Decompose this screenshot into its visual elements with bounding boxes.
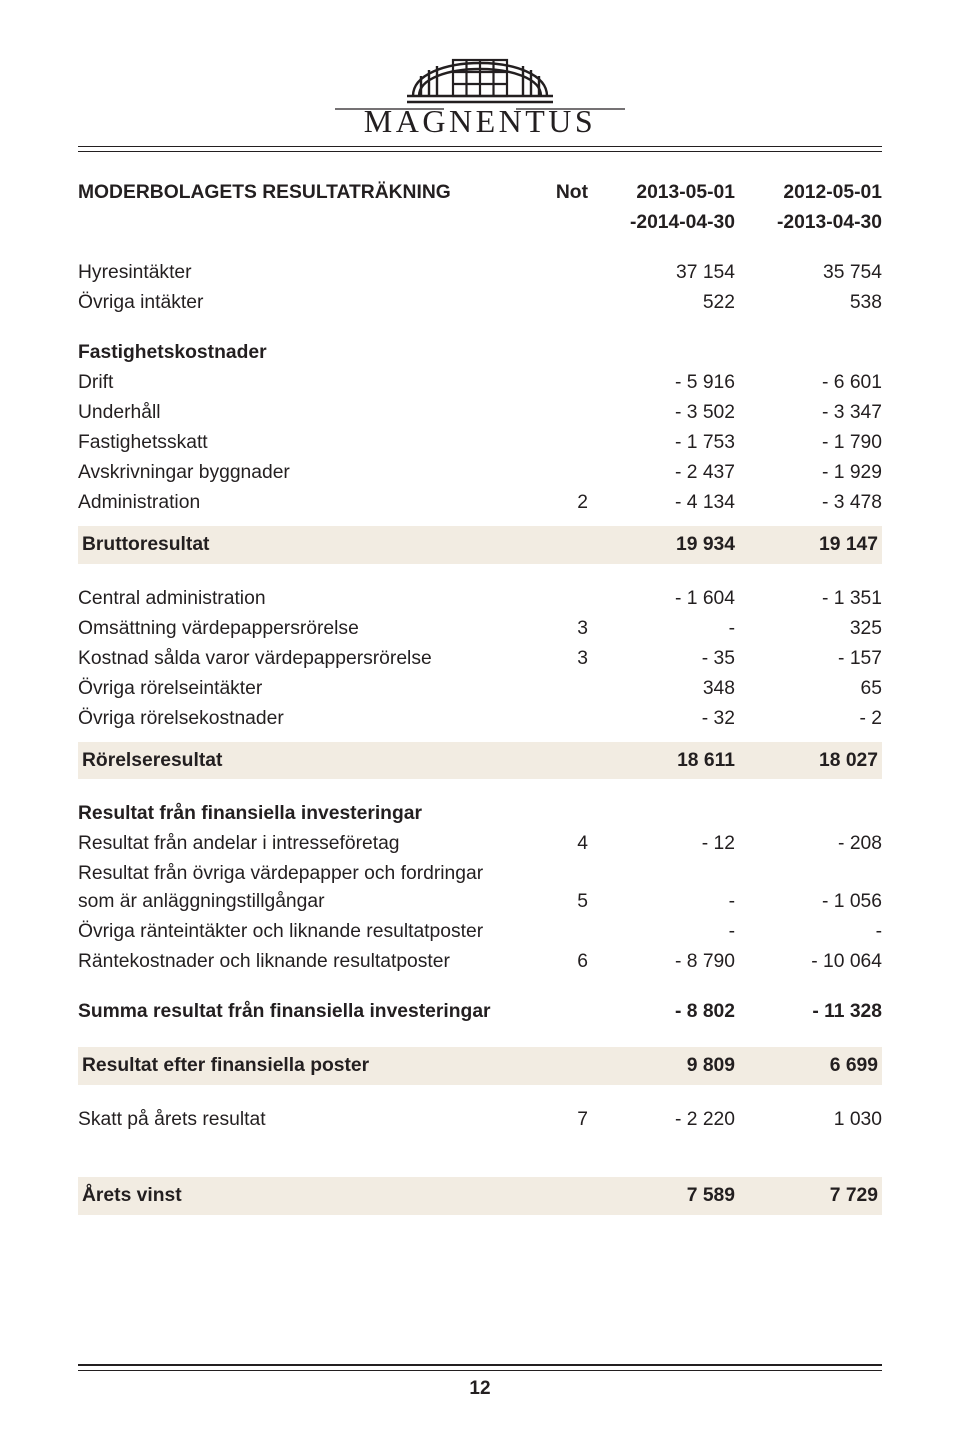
period2-top: 2012-05-01 [735,178,882,208]
total-row: Årets vinst 7 589 7 729 [78,1177,882,1215]
period1-bottom: -2014-04-30 [588,208,735,238]
table-row: Underhåll - 3 502 - 3 347 [78,398,882,428]
table-row: Central administration - 1 604 - 1 351 [78,584,882,614]
subtotal-row: Resultat efter finansiella poster 9 809 … [78,1047,882,1085]
subtotal-row: Summa resultat från finansiella invester… [78,997,882,1027]
period2-bottom: -2013-04-30 [735,208,882,238]
table-row: Avskrivningar byggnader - 2 437 - 1 929 [78,458,882,488]
table-header-row: MODERBOLAGETS RESULTATRÄKNING Not 2013-0… [78,178,882,208]
table-row: Kostnad sålda varor värdepappersrörelse … [78,644,882,674]
subtotal-row: Rörelseresultat 18 611 18 027 [78,742,882,780]
table-row: Övriga rörelseintäkter 348 65 [78,674,882,704]
note-header: Not [518,178,588,208]
table-row: Skatt på årets resultat 7 - 2 220 1 030 [78,1105,882,1135]
table-row: Drift - 5 916 - 6 601 [78,368,882,398]
logo-magnentus: MAGNENTUS [335,30,625,140]
section-header: Resultat från finansiella investeringar [78,799,882,829]
table-row: Resultat från övriga värdepapper och for… [78,859,882,917]
logo-wrap: MAGNENTUS [78,30,882,140]
table-row: Hyresintäkter 37 154 35 754 [78,258,882,288]
income-statement-table: MODERBOLAGETS RESULTATRÄKNING Not 2013-0… [78,178,882,1215]
table-row: Övriga ränteintäkter och liknande result… [78,917,882,947]
header-rule-outer [78,146,882,147]
table-row: Fastighetsskatt - 1 753 - 1 790 [78,428,882,458]
period1-top: 2013-05-01 [588,178,735,208]
table-row: Resultat från andelar i intresseföretag … [78,829,882,859]
statement-title: MODERBOLAGETS RESULTATRÄKNING [78,178,518,208]
footer-rule-outer [78,1364,882,1366]
table-row: Räntekostnader och liknande resultatpost… [78,947,882,977]
section-header: Fastighetskostnader [78,338,882,368]
table-row: Övriga intäkter 522 538 [78,288,882,318]
table-header-row-2: -2014-04-30 -2013-04-30 [78,208,882,238]
subtotal-row: Bruttoresultat 19 934 19 147 [78,526,882,564]
table-row: Administration 2 - 4 134 - 3 478 [78,488,882,518]
page: MAGNENTUS MODERBOLAGETS RESULTATRÄKNING … [0,0,960,1430]
header-rule-inner [78,151,882,152]
table-row: Övriga rörelsekostnader - 32 - 2 [78,704,882,734]
page-number: 12 [0,1378,960,1400]
footer-rule-inner [78,1370,882,1371]
table-row: Omsättning värdepappersrörelse 3 - 325 [78,614,882,644]
